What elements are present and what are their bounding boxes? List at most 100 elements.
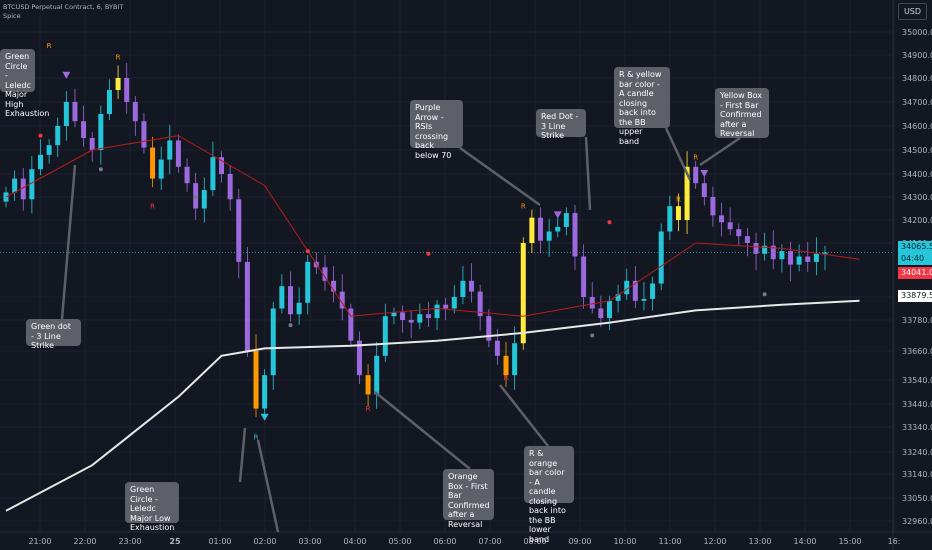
x-tick-label: 06:00	[433, 537, 456, 546]
callout-pointer	[60, 164, 77, 320]
x-tick-label: 10:00	[613, 537, 636, 546]
candle-body	[374, 355, 380, 395]
y-tick-label: 33340.0	[902, 423, 932, 432]
candle-body	[770, 245, 776, 260]
candle-body	[658, 231, 664, 284]
r-signal-marker: R	[254, 434, 259, 442]
current-price-tag: 34065.5	[898, 241, 932, 253]
candle-body	[331, 280, 337, 292]
candle-body	[115, 78, 121, 90]
candle-body	[98, 114, 104, 150]
candle-body	[348, 308, 354, 341]
candle-body	[615, 294, 621, 301]
callout-pointer	[499, 384, 549, 447]
candle-body	[210, 157, 216, 191]
candle-body	[305, 261, 311, 303]
callout-orange-box: Orange Box - First Bar Confirmed after a…	[443, 469, 494, 529]
callout-purple-arrow: Purple Arrow - RSIs crossing back below …	[410, 100, 463, 160]
candle-body	[736, 229, 742, 237]
candle-body	[124, 78, 130, 102]
strike-dot	[590, 333, 595, 338]
candle-body	[382, 316, 388, 356]
bb-level-tag: 34041.0	[898, 267, 932, 279]
x-tick-label: 01:00	[208, 537, 231, 546]
candle-body	[339, 291, 345, 309]
strike-dot	[193, 195, 198, 199]
candle-body	[563, 213, 569, 227]
r-signal-marker: R	[676, 196, 681, 204]
callout-pointer	[459, 146, 541, 207]
x-tick-label: 02:00	[253, 537, 276, 546]
x-tick-label: 25	[169, 537, 181, 546]
candle-body	[805, 256, 811, 262]
candle-body	[538, 217, 544, 241]
candle-body	[201, 190, 207, 209]
callout-red-dot: Red Dot - 3 Line Strike	[536, 109, 586, 140]
candle-body	[434, 304, 440, 319]
candle-body	[710, 197, 716, 216]
callout-top-left: Green Circle - Leledc Major High Exhaust…	[0, 49, 49, 118]
y-tick-label: 34200.0	[902, 216, 932, 225]
y-tick-label: 33240.0	[902, 448, 932, 457]
candle-body	[81, 121, 87, 138]
r-signal-marker: R	[366, 405, 371, 413]
x-tick-label: 05:00	[388, 537, 411, 546]
y-tick-label: 34300.0	[902, 193, 932, 202]
candle-body	[512, 343, 518, 376]
candle-body	[753, 243, 759, 254]
x-tick-label: 08:00	[523, 537, 546, 546]
r-signal-marker: R	[116, 54, 121, 62]
candle-body	[494, 340, 500, 356]
callout-pointer	[584, 136, 592, 211]
symbol-title: BTCUSD Perpetual Contract, 6, BYBIT	[3, 3, 124, 11]
candle-body	[417, 314, 423, 323]
candle-body	[520, 243, 526, 344]
y-tick-label: 33140.0	[902, 470, 932, 479]
candle-body	[572, 213, 578, 257]
r-signal-marker: R	[47, 42, 52, 50]
candle-body	[788, 251, 794, 265]
x-tick-label: 07:00	[478, 537, 501, 546]
candle-body	[270, 308, 276, 376]
callout-pointer	[374, 391, 471, 470]
candle-body	[727, 222, 733, 230]
r-signal-marker: R	[521, 203, 526, 211]
candle-body	[477, 291, 483, 317]
candle-body	[106, 90, 112, 114]
candle-body	[546, 231, 552, 241]
strike-dot	[607, 220, 612, 225]
y-tick-label: 34500.0	[902, 146, 932, 155]
candle-body	[641, 298, 647, 301]
candles	[3, 63, 828, 420]
candle-body	[598, 308, 604, 319]
candle-body	[529, 217, 535, 243]
y-tick-label: 34400.0	[902, 170, 932, 179]
candle-body	[184, 166, 190, 184]
x-tick-label: 21:00	[28, 537, 51, 546]
r-signal-marker: R	[504, 374, 509, 382]
x-tick-label: 14:00	[793, 537, 816, 546]
candle-body	[46, 145, 52, 155]
candle-body	[503, 355, 509, 376]
callout-pointer	[238, 427, 247, 483]
candle-body	[469, 280, 475, 292]
currency-button[interactable]: USD	[898, 3, 927, 20]
moving-average-line	[5, 299, 860, 512]
candle-body	[219, 157, 225, 174]
candle-body	[624, 280, 630, 295]
x-tick-label: 16:	[888, 537, 901, 546]
r-signal-marker: R	[150, 203, 155, 211]
bb-basis-line	[5, 135, 860, 317]
candle-body	[322, 267, 328, 281]
candle-body	[408, 320, 414, 323]
candle-body	[236, 199, 242, 262]
callout-green-circle-low: Green Circle - Leledc Major Low Exhausti…	[125, 482, 179, 532]
candle-body	[175, 140, 181, 167]
candle-body	[675, 206, 681, 220]
candle-body	[89, 138, 95, 150]
candle-body	[581, 256, 587, 297]
candle-body	[150, 147, 156, 179]
y-tick-label: 33050.0	[902, 494, 932, 503]
candle-body	[400, 312, 406, 320]
